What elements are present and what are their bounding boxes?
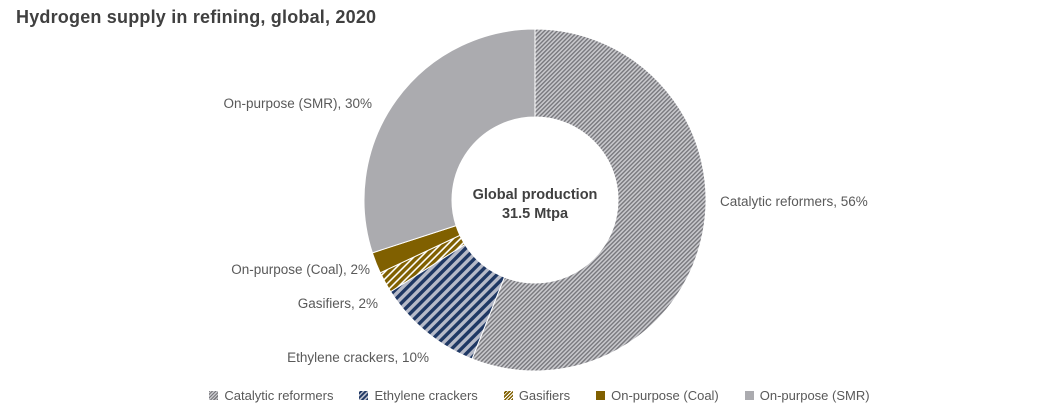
- data-label-ethylene-crackers: Ethylene crackers, 10%: [287, 350, 429, 365]
- center-label-line2: 31.5 Mtpa: [501, 206, 569, 222]
- legend-item-on-purpose-smr: On-purpose (SMR): [744, 388, 870, 403]
- legend-label-catalytic-reformers: Catalytic reformers: [224, 388, 334, 403]
- pie-slice-on-purpose-smr: [363, 28, 536, 254]
- legend-label-on-purpose-smr: On-purpose (SMR): [759, 388, 870, 403]
- donut-center-label: Global production 31.5 Mtpa: [435, 186, 635, 224]
- legend-label-ethylene-crackers: Ethylene crackers: [374, 388, 478, 403]
- pie-slice-catalytic-reformers: [471, 28, 707, 372]
- donut-chart-svg: [363, 28, 707, 372]
- legend-marker-ethylene-crackers-icon: [359, 391, 369, 400]
- chart-title: Hydrogen supply in refining, global, 202…: [16, 7, 377, 27]
- data-label-on-purpose-coal: On-purpose (Coal), 2%: [231, 262, 370, 277]
- legend-marker-catalytic-reformers-icon: [209, 391, 219, 400]
- donut-chart: [355, 20, 715, 380]
- legend-item-ethylene-crackers: Ethylene crackers: [359, 388, 478, 403]
- legend-label-gasifiers: Gasifiers: [518, 388, 571, 403]
- center-label-line1: Global production: [472, 187, 598, 203]
- legend-marker-on-purpose-smr-icon: [744, 391, 754, 400]
- data-label-catalytic-reformers: Catalytic reformers, 56%: [720, 194, 868, 209]
- chart-legend: Catalytic reformers Ethylene crackers Ga…: [18, 388, 1043, 403]
- legend-item-gasifiers: Gasifiers: [503, 388, 571, 403]
- legend-item-on-purpose-coal: On-purpose (Coal): [596, 388, 719, 403]
- legend-marker-on-purpose-coal-icon: [596, 391, 606, 400]
- legend-item-catalytic-reformers: Catalytic reformers: [209, 388, 333, 403]
- legend-label-on-purpose-coal: On-purpose (Coal): [611, 388, 719, 403]
- data-label-on-purpose-smr: On-purpose (SMR), 30%: [223, 96, 372, 111]
- data-label-gasifiers: Gasifiers, 2%: [297, 296, 378, 311]
- legend-marker-gasifiers-icon: [503, 391, 513, 400]
